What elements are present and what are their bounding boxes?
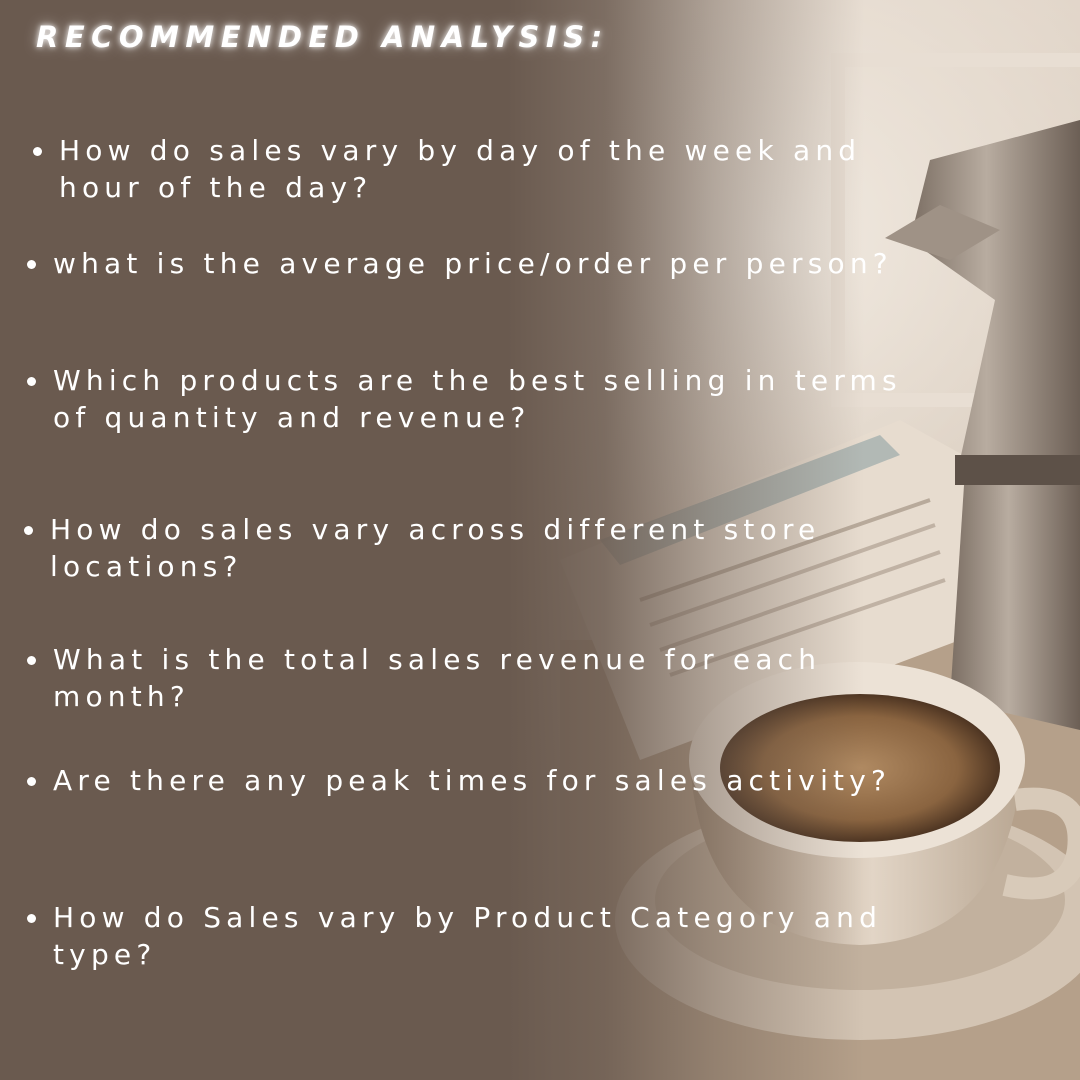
question-text: Are there any peak times for sales activ…	[53, 764, 892, 797]
question-item-5: What is the total sales revenue for each…	[27, 641, 953, 715]
question-text: Which products are the best selling in t…	[53, 364, 902, 434]
bullet-icon	[27, 377, 36, 386]
question-text: How do sales vary by day of the week and…	[59, 134, 862, 204]
question-item-1: How do sales vary by day of the week and…	[33, 132, 959, 206]
question-text: How do sales vary across different store…	[50, 513, 821, 583]
heading-title: RECOMMENDED ANALYSIS:	[36, 20, 609, 54]
question-text: How do Sales vary by Product Category an…	[53, 901, 883, 971]
bullet-icon	[24, 526, 33, 535]
bullet-icon	[27, 260, 36, 269]
question-item-6: Are there any peak times for sales activ…	[27, 762, 953, 799]
bullet-icon	[33, 147, 42, 156]
question-item-4: How do sales vary across different store…	[24, 511, 950, 585]
bullet-icon	[27, 777, 36, 786]
question-item-3: Which products are the best selling in t…	[27, 362, 953, 436]
question-item-7: How do Sales vary by Product Category an…	[27, 899, 953, 973]
question-item-2: what is the average price/order per pers…	[27, 245, 953, 282]
question-text: What is the total sales revenue for each…	[53, 643, 822, 713]
bullet-icon	[27, 914, 36, 923]
question-text: what is the average price/order per pers…	[53, 247, 893, 280]
bullet-icon	[27, 656, 36, 665]
